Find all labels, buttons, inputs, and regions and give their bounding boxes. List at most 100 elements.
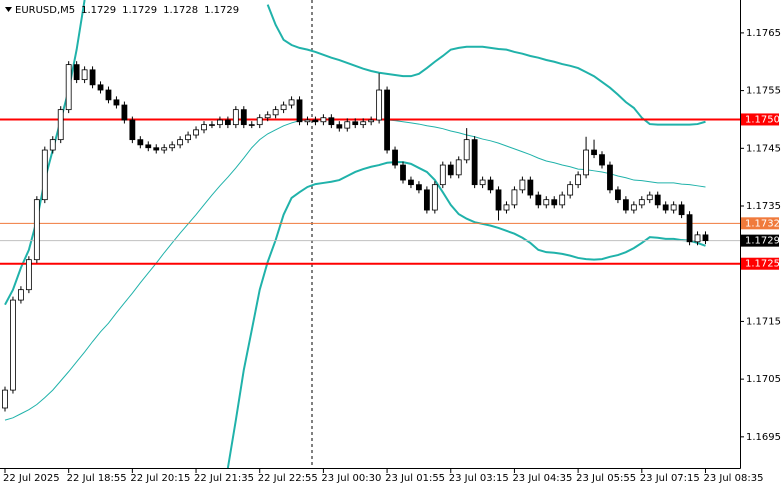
candle-body xyxy=(622,199,629,211)
y-tick-label: 1.1735 xyxy=(746,201,781,212)
candle-body xyxy=(240,109,247,126)
menu-triangle[interactable] xyxy=(5,7,12,12)
candle-body xyxy=(455,159,462,176)
candle-body xyxy=(145,144,152,149)
y-tick-label: 1.1745 xyxy=(746,143,781,154)
candle-body xyxy=(646,194,653,201)
candle-body xyxy=(129,119,136,141)
candle-body xyxy=(312,119,319,123)
candle-body xyxy=(217,119,223,126)
candle-body xyxy=(376,89,383,121)
header-value: 1.1728 xyxy=(163,5,198,16)
header-value: 1.1729 xyxy=(81,5,116,16)
axes: 1.1765 1.1755 1.1745 1.1735 1.1715 1.1705 1.16… xyxy=(3,28,781,484)
candle-body xyxy=(328,117,335,126)
x-tick-label: 23 Jul 03:15 xyxy=(449,473,509,484)
x-tick-label: 23 Jul 00:30 xyxy=(321,473,381,484)
candle-body xyxy=(487,179,494,191)
y-tick-label: 1.1765 xyxy=(746,28,781,39)
candle-body xyxy=(232,109,239,126)
x-tick-label: 22 Jul 20:15 xyxy=(130,473,190,484)
candle-body xyxy=(177,139,184,146)
candle-body xyxy=(575,174,582,186)
candle-body xyxy=(694,234,701,243)
candle-body xyxy=(543,199,550,206)
candle-body xyxy=(535,194,542,206)
symbol: EURUSD,M5 xyxy=(15,5,75,16)
candle-body xyxy=(41,149,48,201)
candle-body xyxy=(519,179,526,191)
candle-body xyxy=(559,194,566,206)
candle-body xyxy=(615,189,621,201)
candle-body xyxy=(431,184,438,211)
candle-body xyxy=(599,154,605,166)
candle-body xyxy=(567,184,574,196)
candle-body xyxy=(304,119,311,123)
candle-body xyxy=(73,64,80,81)
candle-body xyxy=(583,149,589,176)
candle-body xyxy=(471,139,478,186)
candle-body xyxy=(344,121,351,129)
candle-body xyxy=(360,121,367,126)
candle-body xyxy=(511,189,518,206)
candle-body xyxy=(400,164,406,181)
candle-body xyxy=(447,164,454,176)
candle-body xyxy=(57,109,64,141)
candle-body xyxy=(81,69,88,81)
candle-body xyxy=(439,164,446,186)
candle-body xyxy=(551,199,558,206)
candle-body xyxy=(495,189,502,211)
candle-body xyxy=(352,121,359,126)
candle-body xyxy=(169,144,176,149)
candle-body xyxy=(256,117,263,126)
candle-body xyxy=(416,184,422,191)
candle-body xyxy=(201,124,207,131)
x-tick-label: 23 Jul 07:15 xyxy=(640,473,700,484)
candle-body xyxy=(161,147,168,151)
candle-body xyxy=(368,119,375,123)
price-tag xyxy=(741,234,779,247)
candle-body xyxy=(280,104,287,111)
candle-body xyxy=(408,179,414,186)
candle-body xyxy=(121,104,128,121)
candle-body xyxy=(193,129,199,136)
x-tick-label: 22 Jul 18:55 xyxy=(67,473,127,484)
y-tick-label: 1.1715 xyxy=(746,316,781,327)
plot-area xyxy=(0,0,740,468)
candle-body xyxy=(272,109,279,116)
candle-body xyxy=(662,204,669,211)
x-tick-label: 23 Jul 08:35 xyxy=(703,473,763,484)
x-tick-label: 22 Jul 2025 xyxy=(3,473,60,484)
x-tick-label: 22 Jul 22:55 xyxy=(258,473,318,484)
candle-body xyxy=(638,199,645,206)
price-tag xyxy=(741,113,779,126)
candle-body xyxy=(185,134,191,141)
candle-body xyxy=(97,84,104,91)
candle-body xyxy=(630,204,637,211)
candle-body xyxy=(25,259,32,291)
y-tick-label: 1.1705 xyxy=(746,374,781,385)
candle-body xyxy=(153,147,160,151)
candle-body xyxy=(49,139,56,151)
candle-body xyxy=(137,139,144,146)
candle-body xyxy=(503,204,510,211)
price-tag xyxy=(741,217,779,230)
x-tick-label: 22 Jul 21:35 xyxy=(194,473,254,484)
candle-body xyxy=(264,114,271,119)
x-tick-label: 23 Jul 04:35 xyxy=(512,473,572,484)
price-tag-label: 1.1750 xyxy=(745,114,780,125)
y-tick-label: 1.1755 xyxy=(746,86,781,97)
candle-body xyxy=(479,179,486,186)
y-tick-label: 1.1695 xyxy=(746,432,781,443)
candle-body xyxy=(670,204,677,211)
candle-body xyxy=(113,99,120,106)
candle-body xyxy=(423,189,430,211)
candle-body xyxy=(463,139,470,161)
price-tag-label: 1.1729 xyxy=(745,236,780,247)
candle-body xyxy=(33,199,40,261)
price-tag-label: 1.1732 xyxy=(745,218,780,229)
candle-body xyxy=(702,234,709,242)
